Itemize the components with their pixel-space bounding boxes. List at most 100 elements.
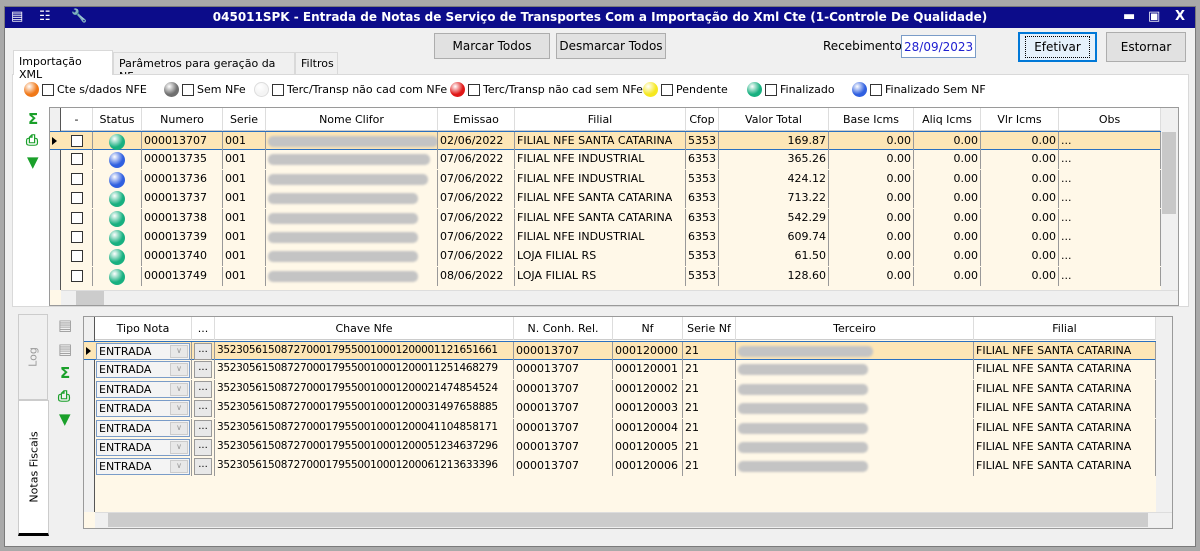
legend-checkbox[interactable]	[765, 83, 777, 96]
add-row-icon[interactable]: ▤	[58, 316, 73, 334]
legend-checkbox[interactable]	[42, 83, 54, 96]
maximize-icon[interactable]: ▣	[1148, 9, 1161, 24]
column-header[interactable]: Chave Nfe	[215, 317, 514, 340]
row-checkbox[interactable]	[70, 269, 83, 282]
column-header[interactable]: Vlr Icms	[981, 108, 1059, 131]
desmarcar-todos-button[interactable]: Desmarcar Todos	[556, 33, 666, 59]
column-header[interactable]: Base Icms	[829, 108, 914, 131]
column-header[interactable]: Terceiro	[736, 317, 974, 340]
row-checkbox[interactable]	[70, 250, 83, 263]
side-tab-notas-fiscais[interactable]: Notas Fiscais	[18, 400, 49, 536]
scrollbar-thumb[interactable]	[1162, 132, 1176, 214]
estornar-button[interactable]: Estornar	[1106, 32, 1186, 62]
cell[interactable]	[61, 150, 93, 170]
tipo-nota-select[interactable]: ENTRADA ∨	[96, 380, 190, 398]
column-header[interactable]: N. Conh. Rel.	[514, 317, 613, 340]
ellipsis-button[interactable]: ...	[194, 400, 212, 418]
marcar-todos-button[interactable]: Marcar Todos	[434, 33, 550, 59]
export-icon[interactable]: ⎙	[26, 131, 39, 149]
row-checkbox[interactable]	[70, 192, 83, 205]
table-row[interactable]: ENTRADA ∨... 35230561508727000179550010001…	[84, 418, 1156, 438]
row-checkbox[interactable]	[70, 153, 83, 166]
menu-icon[interactable]: ▤	[11, 9, 24, 24]
column-header[interactable]: Filial	[515, 108, 686, 131]
column-header[interactable]: Nome Clifor	[266, 108, 438, 131]
ellipsis-button[interactable]: ...	[194, 343, 212, 360]
table-row[interactable]: 000013749 001 08/06/2022 LOJA FILIAL RS 5353…	[50, 266, 1161, 286]
ellipsis-button[interactable]: ...	[194, 439, 212, 456]
legend-checkbox[interactable]	[870, 83, 882, 96]
table-row[interactable]: ENTRADA ∨... 35230561508727000179550010001…	[84, 457, 1156, 477]
row-checkbox[interactable]	[70, 231, 83, 243]
table-row[interactable]: 000013737 001 07/06/2022 FILIAL NFE SANTA C…	[50, 189, 1161, 209]
table-row[interactable]: 000013738 001 07/06/2022 FILIAL NFE SANTA C…	[50, 208, 1161, 228]
tab-parametros[interactable]: Parâmetros para geração da NF	[113, 52, 295, 83]
cell[interactable]	[61, 266, 93, 286]
vertical-scrollbar[interactable]	[1156, 317, 1172, 512]
minimize-icon[interactable]: ▬	[1123, 9, 1136, 24]
table-row[interactable]: ENTRADA ∨... 35230561508727000179550010001…	[84, 379, 1156, 399]
row-checkbox[interactable]	[70, 211, 83, 224]
column-header[interactable]: Numero	[142, 108, 223, 131]
scrollbar-thumb[interactable]	[108, 513, 1148, 527]
tab-importacao-xml[interactable]: Importação XML	[13, 50, 113, 81]
column-header[interactable]: Cfop	[686, 108, 719, 131]
efetivar-button[interactable]: Efetivar	[1018, 32, 1097, 62]
legend-checkbox[interactable]	[182, 83, 194, 96]
tipo-nota-select[interactable]: ENTRADA ∨	[96, 419, 190, 437]
table-row[interactable]: ENTRADA ∨... 35230561508727000179550010001…	[84, 341, 1156, 361]
tipo-nota-select[interactable]: ENTRADA ∨	[96, 439, 190, 456]
scrollbar-thumb[interactable]	[76, 291, 104, 305]
legend-checkbox[interactable]	[661, 83, 673, 96]
chevron-down-icon[interactable]: ∨	[170, 402, 188, 416]
ellipsis-button[interactable]: ...	[194, 419, 212, 437]
sum-icon[interactable]: Σ	[28, 110, 39, 128]
ellipsis-button[interactable]: ...	[194, 380, 212, 398]
filter-down-icon[interactable]: ▼	[59, 410, 71, 428]
column-header[interactable]: -	[61, 108, 93, 131]
column-header[interactable]: Serie Nf	[683, 317, 736, 340]
cell[interactable]	[61, 169, 93, 189]
chevron-down-icon[interactable]: ∨	[170, 345, 188, 358]
cell[interactable]	[61, 228, 93, 247]
tipo-nota-select[interactable]: ENTRADA ∨	[96, 458, 190, 476]
row-checkbox[interactable]	[70, 135, 83, 147]
chevron-down-icon[interactable]: ∨	[170, 382, 188, 396]
export-icon[interactable]: ⎙	[58, 387, 71, 405]
traffic-light-icon[interactable]: ☷	[39, 9, 51, 24]
table-row[interactable]: ENTRADA ∨... 35230561508727000179550010001…	[84, 438, 1156, 457]
wrench-icon[interactable]: 🔧	[71, 9, 88, 24]
tipo-nota-select[interactable]: ENTRADA ∨	[96, 343, 190, 360]
column-header[interactable]: Nf	[613, 317, 683, 340]
cell[interactable]	[61, 247, 93, 267]
column-header[interactable]: ...	[192, 317, 215, 340]
sum-icon[interactable]: Σ	[60, 364, 71, 382]
table-row[interactable]: ENTRADA ∨... 35230561508727000179550010001…	[84, 399, 1156, 419]
filter-down-icon[interactable]: ▼	[27, 153, 39, 171]
table-row[interactable]: 000013740 001 07/06/2022 LOJA FILIAL RS 5353…	[50, 247, 1161, 267]
legend-checkbox[interactable]	[272, 83, 284, 96]
column-header[interactable]: Tipo Nota	[95, 317, 192, 340]
table-row[interactable]: 000013735 001 07/06/2022 FILIAL NFE INDUSTR…	[50, 150, 1161, 170]
column-header[interactable]: Filial	[974, 317, 1156, 340]
cell[interactable]	[61, 208, 93, 228]
remove-row-icon[interactable]: ▤	[58, 340, 73, 358]
cell[interactable]	[61, 132, 93, 151]
tipo-nota-select[interactable]: ENTRADA ∨	[96, 400, 190, 418]
table-row[interactable]: 000013736 001 07/06/2022 FILIAL NFE INDUSTR…	[50, 169, 1161, 189]
ellipsis-button[interactable]: ...	[194, 458, 212, 476]
chevron-down-icon[interactable]: ∨	[170, 441, 188, 454]
ellipsis-button[interactable]: ...	[194, 361, 212, 379]
chevron-down-icon[interactable]: ∨	[170, 460, 188, 474]
chevron-down-icon[interactable]: ∨	[170, 363, 188, 377]
row-checkbox[interactable]	[70, 172, 83, 185]
side-tab-log[interactable]: Log	[18, 314, 48, 400]
column-header[interactable]: Status	[93, 108, 142, 131]
table-row[interactable]: ENTRADA ∨... 35230561508727000179550010001…	[84, 360, 1156, 380]
chevron-down-icon[interactable]: ∨	[170, 421, 188, 435]
horizontal-scrollbar[interactable]	[61, 290, 1178, 305]
legend-checkbox[interactable]	[468, 83, 480, 96]
column-header[interactable]: Emissao	[438, 108, 515, 131]
column-header[interactable]: Aliq Icms	[914, 108, 981, 131]
cell[interactable]	[61, 189, 93, 209]
